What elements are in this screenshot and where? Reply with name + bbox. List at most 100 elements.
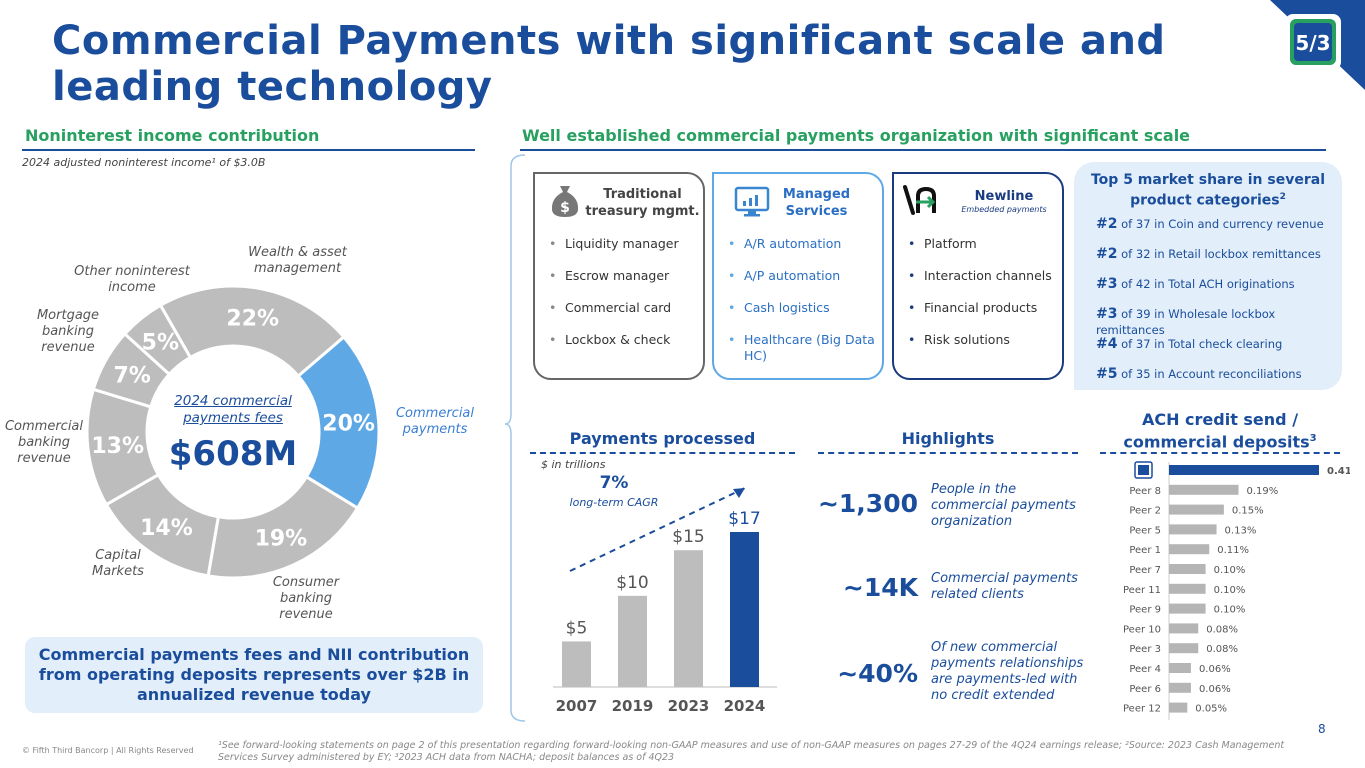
ach-bar-label: 0.41%: [1327, 466, 1350, 477]
card-item-list: Liquidity manager Escrow manager Commerc…: [545, 236, 703, 364]
donut-label-commercial-banking: Commercial banking revenue: [4, 419, 84, 466]
payments-bar: [618, 595, 647, 687]
card-title: Traditional treasury mgmt.: [585, 187, 700, 219]
ach-category-label: Peer 12: [1123, 704, 1161, 715]
right-section-rule: [520, 149, 1326, 151]
market-share-text: of 35 in Account reconciliations: [1121, 367, 1302, 381]
page-number: 8: [1318, 722, 1326, 736]
highlights-rule: [818, 452, 1078, 454]
ach-category-label: Peer 1: [1129, 545, 1161, 556]
ach-category-label: Peer 8: [1129, 486, 1161, 497]
card-traditional-treasury: $ Traditional treasury mgmt. Liquidity m…: [533, 172, 705, 380]
market-share-text: of 37 in Total check clearing: [1121, 337, 1283, 351]
card-managed-services: Managed Services A/R automation A/P auto…: [712, 172, 884, 380]
donut-slice-label: 7%: [113, 364, 150, 389]
ach-rule: [1100, 452, 1340, 454]
market-share-panel: Top 5 market share in several product ca…: [1074, 162, 1342, 390]
svg-text:5/3: 5/3: [1295, 31, 1330, 55]
ach-bar: [1169, 564, 1206, 574]
card-item: Platform: [904, 236, 1062, 252]
cagr-value: 7%: [599, 473, 629, 493]
card-item: A/P automation: [724, 268, 882, 284]
ach-bar: [1169, 702, 1188, 713]
card-title: Newline: [974, 189, 1034, 204]
ach-category-label: Peer 6: [1129, 684, 1161, 695]
ach-category-label: Peer 4: [1129, 664, 1161, 675]
donut-slice: [122, 303, 193, 377]
donut-label-wealth: Wealth & asset management: [248, 245, 347, 276]
payments-bar: [562, 641, 591, 687]
ach-bar: [1169, 623, 1199, 634]
market-share-row: #2 of 37 in Coin and currency revenue: [1096, 216, 1336, 246]
corner-brand: 5/3: [1270, 0, 1365, 90]
card-item-list: A/R automation A/P automation Cash logis…: [724, 236, 882, 380]
market-share-title-text: Top 5 market share in several product ca…: [1090, 172, 1325, 209]
cagr-arrow: [569, 487, 746, 572]
card-item: Escrow manager: [545, 268, 703, 284]
card-item: Interaction channels: [904, 268, 1062, 284]
left-section-rule: [22, 149, 475, 151]
card-item: Healthcare (Big Data HC): [724, 332, 882, 364]
ach-bar: [1169, 682, 1191, 693]
donut-center-value: $608M: [168, 434, 298, 474]
ach-category-label: Peer 5: [1129, 525, 1161, 536]
payments-category-label: 2023: [668, 697, 710, 715]
card-item: Risk solutions: [904, 332, 1062, 348]
donut-slice: [296, 334, 381, 511]
payments-bar-label: $5: [566, 618, 588, 638]
section-bracket: [505, 154, 526, 722]
payments-unit-note: $ in trillions: [541, 458, 606, 471]
ach-bar-label: 0.13%: [1225, 525, 1257, 536]
card-item: Financial products: [904, 300, 1062, 316]
ach-category-label: Peer 10: [1123, 624, 1161, 635]
market-share-rank: #2: [1096, 246, 1118, 262]
copyright: © Fifth Third Bancorp | All Rights Reser…: [22, 746, 194, 755]
donut-slice: [158, 284, 346, 379]
ach-bar-label: 0.08%: [1206, 624, 1238, 635]
payments-bar: [674, 550, 703, 687]
market-share-rank: #3: [1096, 276, 1118, 292]
payments-bar-label: $17: [728, 509, 760, 529]
highlight-text-relationships: Of new commercial payments relationships…: [931, 640, 1084, 703]
market-share-rank: #5: [1096, 366, 1118, 382]
card-item: Lockbox & check: [545, 332, 703, 348]
card-newline: Newline Embedded payments Platform Inter…: [892, 172, 1064, 380]
ach-heading: ACH credit send / commercial deposits3: [1100, 410, 1340, 451]
payments-bar-label: $15: [672, 527, 704, 547]
revenue-callout: Commercial payments fees and NII contrib…: [25, 637, 483, 713]
monitor-chart-icon: [734, 186, 770, 217]
ach-bar-label: 0.10%: [1214, 585, 1246, 596]
highlights-heading: Highlights: [901, 429, 995, 448]
svg-text:$: $: [560, 200, 570, 216]
market-share-row: #3 of 39 in Wholesale lockbox remittance…: [1096, 306, 1336, 337]
fifth-third-logo-icon: [1134, 461, 1153, 479]
ach-bar-label: 0.05%: [1195, 704, 1227, 715]
ach-heading-sup: 3: [1309, 433, 1317, 444]
left-section-heading: Noninterest income contribution: [25, 126, 320, 145]
donut-label-consumer: Consumer banking revenue: [272, 575, 340, 622]
market-share-title-sup: 2: [1279, 192, 1286, 202]
highlight-value-clients: ~14K: [842, 573, 918, 602]
ach-bar: [1169, 504, 1224, 515]
market-share-row: #2 of 32 in Retail lockbox remittances: [1096, 246, 1336, 276]
market-share-text: of 37 in Coin and currency revenue: [1121, 217, 1324, 231]
cagr-label: long-term CAGR: [569, 496, 659, 509]
donut-slice-label: 22%: [226, 307, 279, 332]
highlight-value-relationships: ~40%: [837, 659, 918, 688]
donut-label-other: Other noninterest income: [74, 264, 190, 295]
ach-heading-text: ACH credit send / commercial deposits: [1123, 410, 1310, 452]
ach-category-label: Peer 7: [1129, 565, 1161, 576]
ach-bar-chart: 0.41% 0.19% Peer 8 0.15% Peer 2 0.13% Peer 5 0.…: [1123, 461, 1350, 720]
payments-category-label: 2024: [724, 697, 766, 715]
market-share-rank: #3: [1096, 306, 1118, 322]
ach-bar-label: 0.10%: [1214, 565, 1246, 576]
market-share-rank: #4: [1096, 336, 1118, 352]
market-share-text: of 32 in Retail lockbox remittances: [1121, 247, 1321, 261]
ach-bar: [1169, 484, 1239, 495]
card-item: Cash logistics: [724, 300, 882, 316]
payments-bar: [730, 532, 759, 687]
right-section-heading: Well established commercial payments org…: [522, 126, 1191, 145]
ach-category-label: Peer 11: [1123, 585, 1161, 596]
highlight-value-people: ~1,300: [817, 489, 918, 518]
ach-bar-label: 0.11%: [1217, 545, 1249, 556]
